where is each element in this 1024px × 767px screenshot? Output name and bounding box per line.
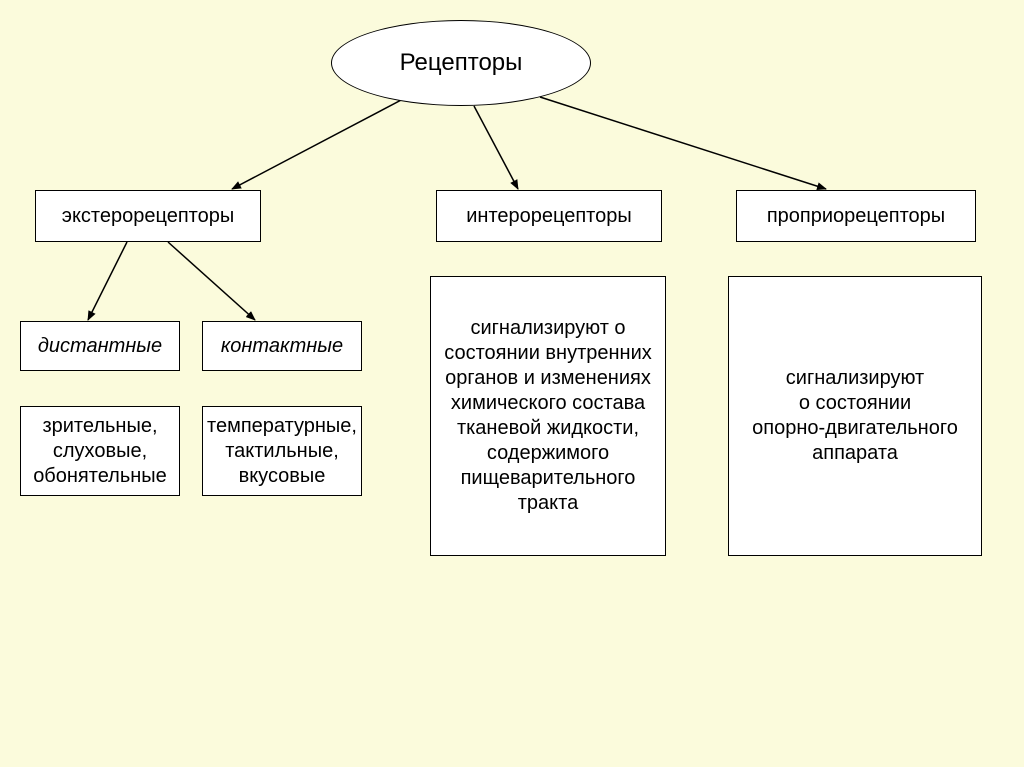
intero-node: интерорецепторы (436, 190, 662, 242)
intero-label: интерорецепторы (466, 204, 632, 229)
contact-desc: температурные, тактильные, вкусовые (202, 406, 362, 496)
contact-label: контактные (221, 334, 343, 359)
distant-node: дистантные (20, 321, 180, 371)
proprio-desc: сигнализируют о состоянии опорно‑двигате… (728, 276, 982, 556)
extero-label: экстерорецепторы (62, 204, 234, 229)
contact-desc-text: температурные, тактильные, вкусовые (207, 414, 357, 489)
distant-desc: зрительные, слуховые, обонятельные (20, 406, 180, 496)
intero-desc-text: сигнализируют о состоянии внутренних орг… (437, 316, 659, 516)
proprio-node: проприорецепторы (736, 190, 976, 242)
distant-desc-text: зрительные, слуховые, обонятельные (27, 414, 173, 489)
root-label: Рецепторы (400, 48, 523, 78)
proprio-desc-text: сигнализируют о состоянии опорно‑двигате… (735, 366, 975, 466)
contact-node: контактные (202, 321, 362, 371)
extero-node: экстерорецепторы (35, 190, 261, 242)
intero-desc: сигнализируют о состоянии внутренних орг… (430, 276, 666, 556)
root-node: Рецепторы (331, 20, 591, 106)
proprio-label: проприорецепторы (767, 204, 945, 229)
distant-label: дистантные (38, 334, 162, 359)
